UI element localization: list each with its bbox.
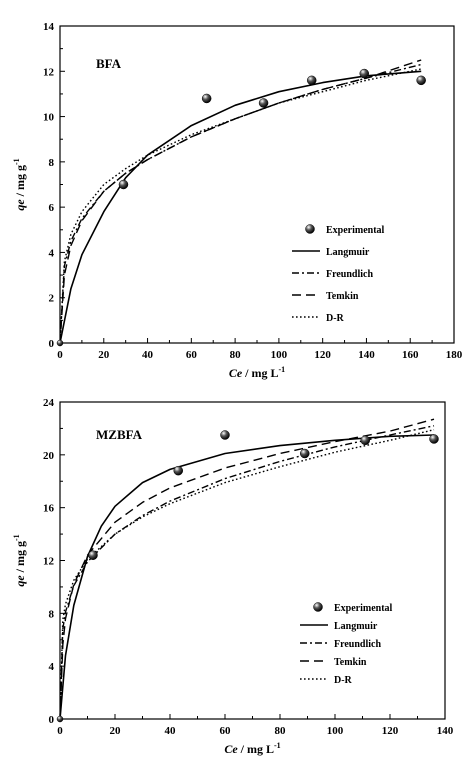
chart1-y-tick-label: 8	[49, 157, 55, 169]
chart2-legend-label-langmuir: Langmuir	[334, 621, 378, 632]
chart2-x-axis-label: Ce / mg L-1	[224, 741, 280, 756]
chart1-series-d-r-line	[59, 68, 422, 344]
chart1-y-tick-label: 2	[49, 293, 55, 305]
chart1-x-tick-label: 180	[446, 349, 463, 361]
chart2-x-tick-label: 40	[165, 725, 177, 737]
chart2-legend-marker-experimental	[313, 602, 323, 612]
chart1-legend-label-temkin: Temkin	[326, 291, 359, 302]
chart1-legend-label-langmuir: Langmuir	[326, 247, 370, 258]
chart2-legend-label-temkin: Temkin	[334, 657, 367, 668]
chart1-x-tick-label: 120	[314, 349, 331, 361]
chart2-x-tick-label: 100	[327, 725, 344, 737]
chart2-experimental-point	[300, 448, 310, 459]
chart1-experimental-point	[258, 98, 269, 108]
chart1-experimental-point	[118, 179, 129, 190]
chart2-experimental-point	[88, 550, 98, 560]
chart1-y-tick-label: 4	[49, 247, 55, 259]
chart1-y-tick-label: 6	[49, 202, 55, 214]
chart1-experimental-point	[416, 75, 426, 86]
chart2-y-tick-label: 16	[43, 503, 55, 515]
chart1-series-langmuir-line	[59, 70, 422, 344]
chart1-legend-label-experimental: Experimental	[326, 225, 385, 236]
chart2-experimental-point	[173, 465, 183, 476]
chart2-y-axis-label: qe / mg g-1	[12, 534, 27, 586]
chart2-legend-label-d-r: D-R	[334, 675, 353, 686]
chart2-panel-label: MZBFA	[96, 427, 143, 442]
chart1-experimental-point	[359, 68, 370, 79]
chart1-series-temkin-line	[59, 59, 422, 344]
chart2-x-tick-label: 80	[275, 725, 287, 737]
chart2-x-tick-label: 120	[382, 725, 399, 737]
chart1-series-freundlich-line	[59, 63, 422, 344]
chart1-x-tick-label: 160	[402, 349, 419, 361]
chart1-x-axis-label: Ce / mg L-1	[229, 365, 285, 380]
chart2-series-freundlich-line	[59, 425, 435, 720]
chart1-y-tick-label: 14	[43, 21, 55, 33]
chart1-experimental-point	[56, 339, 64, 347]
chart2-y-tick-label: 20	[43, 450, 55, 462]
chart1-x-tick-label: 40	[142, 349, 154, 361]
chart2-experimental-point	[360, 435, 370, 446]
chart1-y-tick-label: 12	[43, 66, 55, 78]
chart1-y-tick-label: 0	[49, 338, 55, 350]
chart1-legend-label-d-r: D-R	[326, 313, 345, 324]
chart1-legend-label-freundlich: Freundlich	[326, 269, 373, 280]
chart1-x-tick-label: 80	[230, 349, 242, 361]
chart2-x-tick-label: 60	[220, 725, 232, 737]
chart1-y-tick-label: 10	[43, 112, 55, 124]
chart2-x-tick-label: 0	[57, 725, 63, 737]
chart2-experimental-point	[56, 715, 64, 723]
chart2-series-langmuir-line	[59, 434, 435, 720]
chart1-experimental-point	[306, 75, 317, 86]
chart1-panel-label: BFA	[96, 56, 122, 71]
chart1-x-tick-label: 0	[57, 349, 63, 361]
chart2-group: 0 20 40 60 80 100 120 140 0 4 8 12 16 20 24 Ce / mg L-1…	[12, 397, 454, 756]
chart2-y-tick-label: 4	[49, 661, 55, 673]
chart1-x-tick-label: 20	[98, 349, 110, 361]
chart2-x-tick-label: 140	[437, 725, 454, 737]
chart2-experimental-point	[429, 434, 439, 444]
chart1-legend-marker-experimental	[305, 224, 315, 234]
chart2-y-tick-label: 8	[49, 608, 55, 620]
chart1-group: 0 20 40 60 80 100 120 140 160 180 0 2 4 6 8 10 12 14 Ce / …	[12, 21, 463, 380]
chart2-x-tick-label: 20	[110, 725, 122, 737]
chart1-x-tick-label: 140	[358, 349, 375, 361]
chart2-series-d-r-line	[59, 429, 435, 720]
chart1-x-tick-label: 100	[271, 349, 288, 361]
chart1-x-tick-label: 60	[186, 349, 198, 361]
chart2-y-tick-label: 24	[43, 397, 55, 409]
chart1-experimental-point	[201, 93, 212, 104]
chart2-y-tick-label: 0	[49, 714, 55, 726]
chart2-legend-label-experimental: Experimental	[334, 603, 393, 614]
chart2-legend-label-freundlich: Freundlich	[334, 639, 381, 650]
chart2-y-tick-label: 12	[43, 556, 55, 568]
chart2-experimental-point	[220, 430, 230, 440]
chart2-series-temkin-line	[59, 418, 435, 720]
chart1-y-axis-label: qe / mg g-1	[12, 158, 27, 210]
